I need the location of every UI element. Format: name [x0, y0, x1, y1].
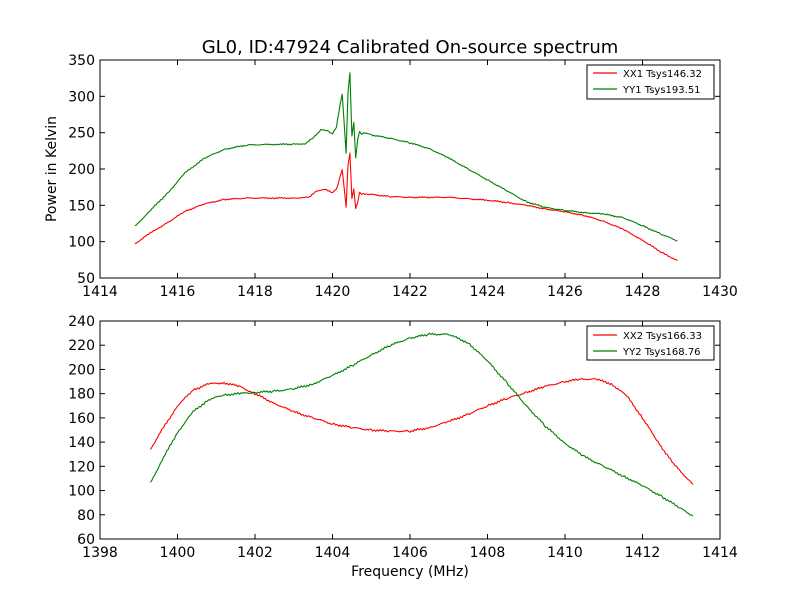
- top-panel-plot-area: [134, 72, 678, 262]
- bottom-panel-ticks: 1398 1400 1402 1404 1406 1408 1410 1412 1414 60 80…: [68, 314, 738, 561]
- bottom-panel-legend: XX2 Tsys166.33 YY2 Tsys168.76: [586, 325, 715, 361]
- top-series-line-2: [134, 72, 678, 242]
- top-ytick-label: 100: [68, 235, 95, 251]
- top-ytick-label: 250: [68, 126, 95, 142]
- bottom-xtick-label: 1414: [702, 545, 738, 561]
- top-xtick-label: 1422: [392, 284, 428, 300]
- bottom-xtick-label: 1412: [625, 545, 661, 561]
- bottom-ytick-label: 200: [68, 362, 95, 378]
- bottom-xtick-label: 1400: [160, 545, 196, 561]
- top-panel-ylabel: Power in Kelvin: [44, 116, 60, 222]
- bottom-panel: 1398 1400 1402 1404 1406 1408 1410 1412 1414 60 80…: [68, 314, 738, 580]
- bottom-ytick-label: 120: [68, 459, 95, 475]
- bottom-ytick-label: 240: [68, 314, 95, 330]
- top-panel-legend: XX1 Tsys146.32 YY1 Tsys193.51: [586, 64, 715, 100]
- top-panel-legend-box: [586, 64, 715, 100]
- top-xtick-label: 1428: [625, 284, 661, 300]
- top-panel: GL0, ID:47924 Calibrated On-source spect…: [44, 37, 738, 300]
- bottom-ytick-label: 60: [77, 532, 95, 548]
- top-ytick-label: 50: [77, 271, 95, 287]
- top-ytick-label: 150: [68, 198, 95, 214]
- bottom-panel-xlabel: Frequency (MHz): [351, 564, 469, 580]
- top-ytick-label: 200: [68, 162, 95, 178]
- bottom-xtick-label: 1408: [470, 545, 506, 561]
- bottom-xtick-label: 1406: [392, 545, 428, 561]
- bottom-series-line-2: [149, 332, 694, 517]
- bottom-ytick-label: 100: [68, 484, 95, 500]
- bottom-series-line-1: [149, 377, 694, 485]
- bottom-xtick-label: 1402: [237, 545, 273, 561]
- bottom-xtick-label: 1410: [547, 545, 583, 561]
- top-xtick-label: 1420: [315, 284, 351, 300]
- bottom-ytick-label: 160: [68, 411, 95, 427]
- top-panel-title: GL0, ID:47924 Calibrated On-source spect…: [202, 37, 619, 58]
- bottom-panel-legend-box: [586, 325, 715, 361]
- top-xtick-label: 1416: [160, 284, 196, 300]
- legend-label-yy2: YY2 Tsys168.76: [622, 347, 701, 358]
- legend-label-yy1: YY1 Tsys193.51: [622, 85, 701, 96]
- top-xtick-label: 1430: [702, 284, 738, 300]
- bottom-xtick-label: 1404: [315, 545, 351, 561]
- bottom-ytick-label: 140: [68, 435, 95, 451]
- top-ytick-label: 350: [68, 53, 95, 69]
- legend-label-xx2: XX2 Tsys166.33: [623, 331, 702, 342]
- bottom-panel-plot-area: [149, 332, 694, 517]
- top-xtick-label: 1424: [470, 284, 506, 300]
- bottom-xtick-label: 1398: [82, 545, 118, 561]
- top-ytick-label: 300: [68, 89, 95, 105]
- top-panel-ticks: 1414 1416 1418 1420 1422 1424 1426 1428 1430 50 10…: [68, 53, 738, 300]
- top-xtick-label: 1418: [237, 284, 273, 300]
- bottom-ytick-label: 220: [68, 338, 95, 354]
- legend-label-xx1: XX1 Tsys146.32: [623, 69, 702, 80]
- top-series-line-1: [134, 152, 678, 262]
- top-xtick-label: 1426: [547, 284, 583, 300]
- bottom-ytick-label: 80: [77, 508, 95, 524]
- top-xtick-label: 1414: [82, 284, 118, 300]
- bottom-ytick-label: 180: [68, 387, 95, 403]
